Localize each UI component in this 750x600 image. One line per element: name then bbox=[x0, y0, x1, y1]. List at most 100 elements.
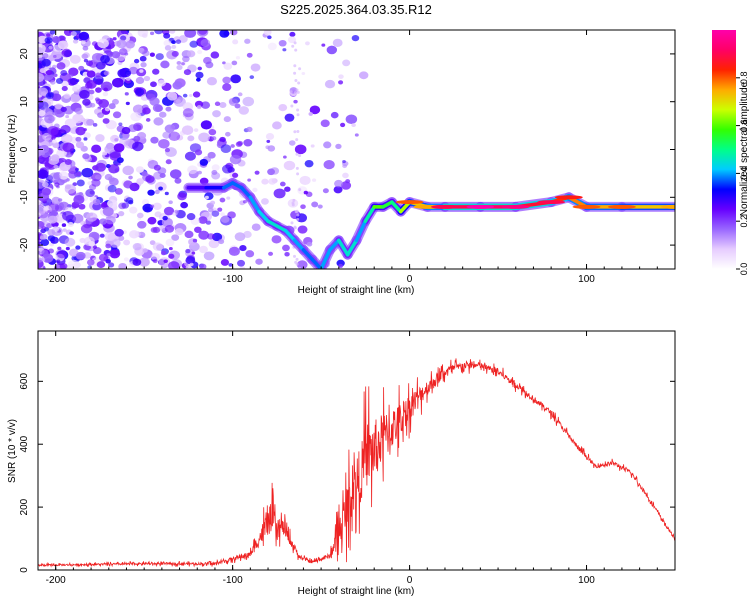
spectrogram-noise-cell bbox=[80, 40, 86, 45]
spectrogram-noise-cell bbox=[105, 243, 111, 249]
spectrogram-noise-cell bbox=[235, 56, 241, 60]
spectrogram-noise-cell bbox=[105, 258, 111, 264]
spectrogram-noise-cell bbox=[278, 39, 287, 47]
spectrogram-noise-cell bbox=[68, 67, 79, 77]
spectrogram-noise-cell bbox=[293, 130, 297, 134]
spectrogram-noise-cell bbox=[38, 43, 46, 54]
spectrogram-noise-cell bbox=[120, 35, 127, 41]
spectrogram-noise-cell bbox=[250, 63, 261, 72]
spectrogram-noise-cell bbox=[168, 246, 173, 251]
spectrogram-noise-cell bbox=[345, 179, 351, 184]
spectrogram-noise-cell bbox=[283, 155, 287, 159]
spectrogram-noise-cell bbox=[43, 166, 50, 171]
spectrogram-noise-cell bbox=[230, 74, 241, 84]
spectrogram-noise-cell bbox=[181, 62, 185, 66]
spectrogram-noise-cell bbox=[263, 30, 272, 36]
spectrogram-noise-cell bbox=[72, 39, 79, 44]
spectrogram-noise-cell bbox=[97, 38, 109, 49]
spectrogram-noise-cell bbox=[204, 195, 209, 200]
spectrogram-noise-cell bbox=[153, 117, 164, 126]
spectrogram-ridge-hotspot bbox=[466, 204, 495, 209]
spectrogram-noise-cell bbox=[297, 81, 301, 85]
spectrogram-noise-cell bbox=[85, 189, 95, 198]
spectrogram-noise-cell bbox=[109, 134, 120, 143]
spectrogram-noise-cell bbox=[97, 112, 105, 118]
spectrogram-noise-cell bbox=[308, 112, 313, 116]
spectrogram-noise-cell bbox=[44, 114, 55, 124]
spectrogram-ridge-segment bbox=[354, 219, 368, 243]
spectrogram-noise-cell bbox=[296, 90, 300, 94]
spectrogram-ridge bbox=[183, 177, 675, 269]
spectrogram-noise-cell bbox=[153, 164, 161, 171]
spectrogram-noise-cell bbox=[48, 45, 53, 50]
spectrogram-noise-cell bbox=[219, 101, 227, 109]
spectrogram-noise-cell bbox=[160, 250, 167, 256]
spectrogram-noise-cell bbox=[124, 92, 129, 96]
spectrogram-noise-cell bbox=[223, 62, 233, 70]
spectrogram-noise-cell bbox=[56, 62, 66, 70]
spectrogram-noise-cell bbox=[69, 93, 81, 103]
spectrogram-noise-cell bbox=[91, 178, 101, 187]
spectrogram-noise-cell bbox=[199, 158, 209, 166]
spectrogram-noise-cell bbox=[300, 204, 306, 210]
spectrogram-noise-cell bbox=[123, 257, 129, 262]
spectrogram-noise-cell bbox=[117, 68, 129, 78]
spectrogram-noise-cell bbox=[223, 116, 231, 123]
spectrogram-noise-cell bbox=[69, 231, 74, 236]
spectrogram-noise-cell bbox=[296, 108, 300, 112]
spectrogram-noise-cell bbox=[351, 123, 356, 128]
spectrogram-noise-cell bbox=[54, 182, 60, 187]
spectrogram-noise-cell bbox=[342, 160, 346, 164]
spectrogram-noise-cell bbox=[119, 48, 128, 56]
spectrogram-noise-cell bbox=[171, 234, 180, 241]
spectrogram-noise-cell bbox=[295, 138, 299, 142]
snr-x-tick-label: -200 bbox=[46, 575, 66, 586]
spectrogram-noise-cell bbox=[267, 145, 276, 152]
snr-x-tick-label: -100 bbox=[223, 575, 243, 586]
spectrogram-noise-cell bbox=[294, 48, 298, 52]
spectrogram-noise-cell bbox=[220, 212, 225, 217]
spectrogram-noise-cell bbox=[342, 59, 351, 67]
spectrogram-noise-cell bbox=[197, 49, 203, 55]
spectrogram-noise-cell bbox=[180, 201, 188, 209]
spectrogram-noise-cell bbox=[299, 175, 311, 186]
spectrogram-noise-cell bbox=[150, 81, 157, 88]
spectrogram-noise-cell bbox=[323, 159, 335, 170]
spectrogram-noise-cell bbox=[293, 71, 297, 75]
spectrogram-noise-cell bbox=[72, 84, 82, 92]
spectrogram-noise-cell bbox=[86, 79, 97, 89]
spectrogram-noise-cell bbox=[292, 254, 296, 258]
spectrogram-noise-cell bbox=[58, 171, 69, 180]
spectrogram-noise-cell bbox=[40, 238, 50, 247]
spectrogram-noise-cell bbox=[125, 101, 130, 106]
spectrogram-noise-cell bbox=[43, 206, 49, 211]
spectrogram-noise-cell bbox=[295, 152, 299, 156]
spectrogram-noise-cell bbox=[289, 31, 296, 37]
spectrogram-noise-cell bbox=[176, 61, 182, 65]
spectrogram-noise-cell bbox=[41, 253, 54, 263]
spectrogram-noise-cell bbox=[129, 230, 140, 239]
spectrogram-noise-cell bbox=[107, 184, 117, 193]
spectrogram-noise-cell bbox=[91, 41, 98, 47]
spectrogram-noise-cell bbox=[199, 245, 208, 254]
spectrogram-noise-cell bbox=[187, 135, 195, 142]
spectrogram-noise-cell bbox=[158, 186, 163, 191]
spectrogram-noise-cell bbox=[118, 262, 128, 269]
spectrogram-noise-cell bbox=[69, 54, 81, 64]
spectrogram-noise-cell bbox=[42, 181, 49, 188]
spectrogram-ridge-segment bbox=[301, 248, 315, 262]
spectrogram-noise-cell bbox=[61, 48, 72, 58]
spectrogram-noise-cell bbox=[50, 209, 59, 217]
spectrogram-noise-cell bbox=[39, 213, 51, 222]
spectrogram-noise-cell bbox=[51, 36, 61, 44]
spectrogram-noise-cell bbox=[158, 225, 166, 231]
spectrogram-noise-cell bbox=[149, 52, 155, 57]
spectrogram-y-tick-label: -10 bbox=[19, 190, 30, 205]
spectrogram-noise-cell bbox=[222, 76, 231, 84]
spectrogram-noise-cell bbox=[168, 131, 181, 142]
spectrogram-noise-cell bbox=[208, 239, 220, 249]
spectrogram-noise-cell bbox=[47, 229, 56, 236]
spectrogram-noise-cell bbox=[64, 237, 76, 247]
spectrogram-noise-cell bbox=[76, 179, 85, 187]
spectrogram-noise-cell bbox=[125, 40, 135, 49]
